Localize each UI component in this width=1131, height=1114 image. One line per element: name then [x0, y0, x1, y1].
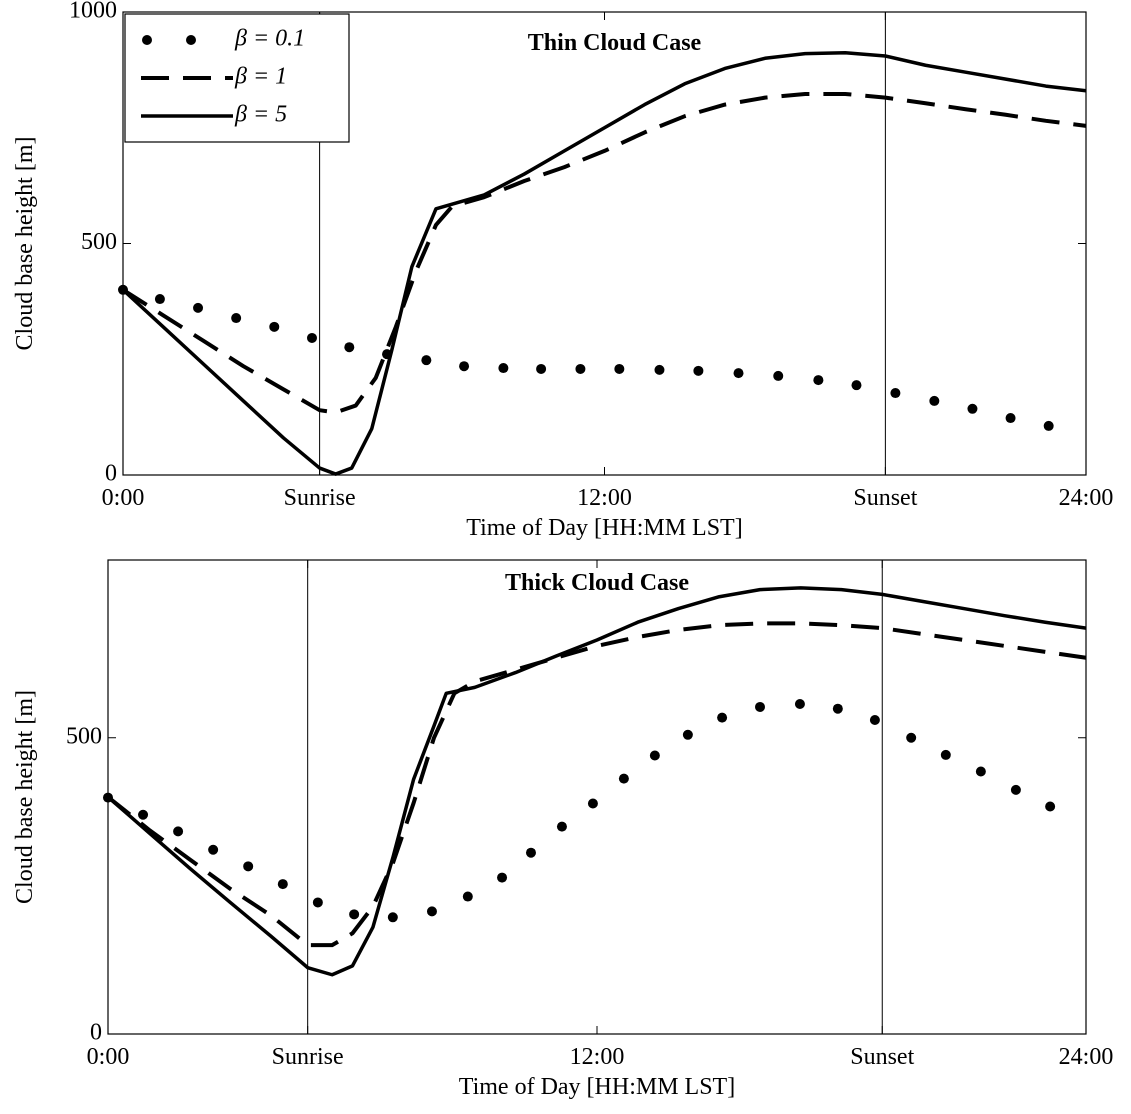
data-point	[426, 906, 437, 917]
legend-label: β = 5	[234, 102, 287, 128]
x-tick-label: Sunset	[850, 1044, 914, 1070]
data-point	[421, 355, 432, 366]
x-tick-label: 12:00	[577, 485, 632, 511]
data-point	[649, 750, 660, 761]
data-point	[890, 388, 901, 399]
x-axis-label: Time of Day [HH:MM LST]	[466, 515, 742, 541]
y-axis-label: Cloud base height [m]	[12, 690, 38, 904]
data-point	[618, 773, 629, 784]
data-point	[654, 364, 665, 375]
data-point	[682, 729, 693, 740]
y-axis-label: Cloud base height [m]	[12, 137, 38, 351]
data-point	[906, 732, 917, 743]
data-point	[794, 698, 805, 709]
y-tick-label: 0	[105, 461, 117, 487]
legend-label: β = 0.1	[234, 26, 305, 52]
data-line	[106, 621, 1087, 948]
data-point	[349, 909, 360, 920]
data-point	[154, 294, 165, 305]
data-point	[277, 879, 288, 890]
data-point	[832, 703, 843, 714]
y-tick-label: 1000	[69, 0, 117, 24]
x-tick-label: Sunrise	[272, 1044, 344, 1070]
data-point	[525, 847, 536, 858]
x-tick-label: 0:00	[87, 1044, 130, 1070]
data-line	[106, 586, 1087, 977]
data-point	[587, 798, 598, 809]
data-point	[459, 361, 470, 372]
data-point	[773, 370, 784, 381]
x-tick-label: 12:00	[570, 1044, 625, 1070]
data-point	[243, 861, 254, 872]
plot-frame	[107, 559, 1087, 1035]
data-point	[344, 342, 355, 353]
data-point	[940, 749, 951, 760]
data-point	[173, 826, 184, 837]
x-tick-label: 24:00	[1059, 1044, 1114, 1070]
x-tick-label: Sunset	[853, 485, 917, 511]
data-point	[269, 321, 280, 332]
legend-label: β = 1	[234, 64, 287, 90]
x-tick-label: 24:00	[1059, 485, 1114, 511]
data-point	[497, 872, 508, 883]
data-point	[231, 313, 242, 324]
x-axis-label: Time of Day [HH:MM LST]	[459, 1074, 735, 1100]
data-point	[556, 821, 567, 832]
y-tick-label: 0	[90, 1020, 102, 1046]
legend-marker	[142, 35, 152, 45]
data-point	[733, 368, 744, 379]
data-point	[306, 332, 317, 343]
data-line	[121, 91, 1087, 415]
data-point	[851, 380, 862, 391]
data-point	[575, 363, 586, 374]
subplot-title: Thick Cloud Case	[505, 570, 689, 596]
x-tick-label: 0:00	[102, 485, 145, 511]
data-point	[536, 363, 547, 374]
data-point	[387, 912, 398, 923]
data-point	[813, 375, 824, 386]
data-point	[975, 766, 986, 777]
data-point	[498, 363, 509, 374]
data-point	[869, 714, 880, 725]
data-point	[1043, 420, 1054, 431]
data-point	[929, 395, 940, 406]
data-point	[967, 403, 978, 414]
x-tick-label: Sunrise	[284, 485, 356, 511]
data-point	[208, 844, 219, 855]
data-point	[312, 897, 323, 908]
legend: β = 0.1 β = 1 β = 5	[124, 13, 350, 143]
data-point	[462, 891, 473, 902]
data-line	[121, 50, 1087, 476]
subplot: 0 500 1000 0:00 Sunrise 12:00 Sunset 24:00 Time …	[12, 0, 1113, 541]
y-tick-label: 500	[66, 723, 102, 749]
data-point	[138, 809, 149, 820]
data-point	[193, 302, 204, 313]
data-point	[717, 712, 728, 723]
data-point	[693, 365, 704, 376]
data-point	[614, 363, 625, 374]
data-point	[1010, 784, 1021, 795]
data-point	[755, 701, 765, 712]
subplot-title: Thin Cloud Case	[528, 30, 702, 56]
legend-marker	[186, 35, 196, 45]
subplot: 0 500 0:00 Sunrise 12:00 Sunset 24:00 Time of D…	[12, 559, 1114, 1100]
data-point	[1045, 801, 1056, 812]
data-point	[1005, 413, 1016, 424]
y-tick-label: 500	[81, 229, 117, 255]
